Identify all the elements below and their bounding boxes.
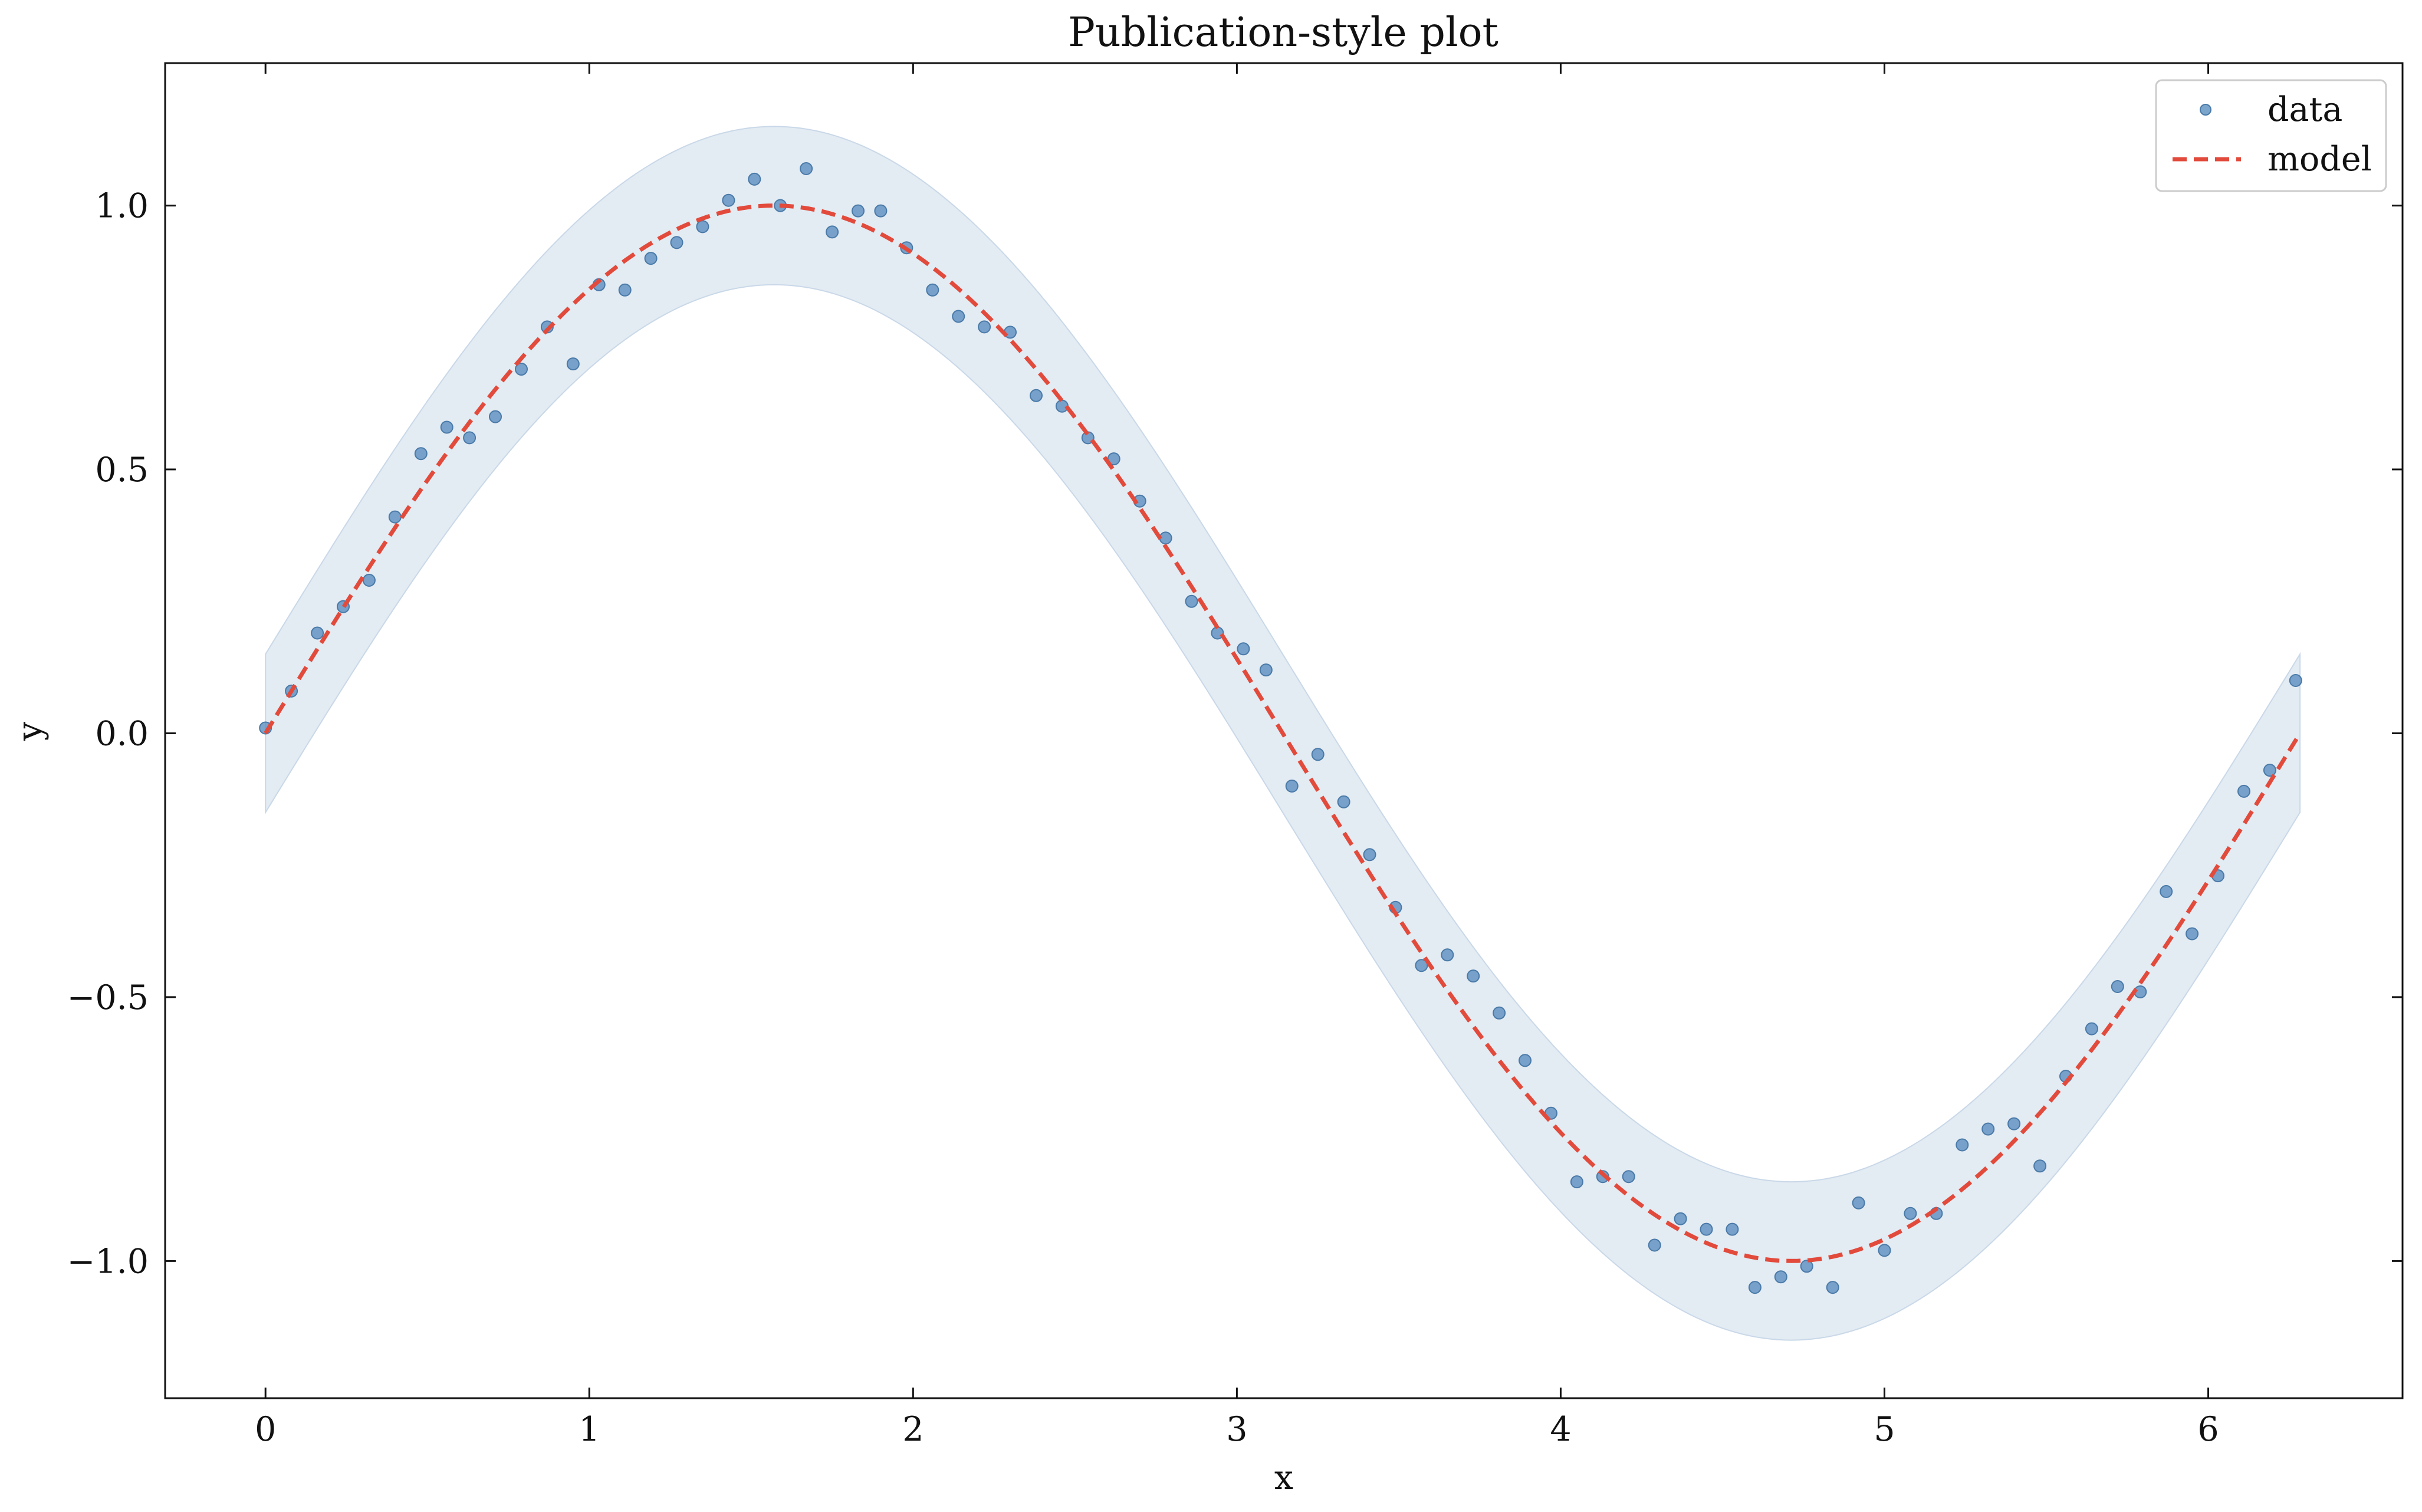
data-point [2111,980,2124,993]
data-point [1493,1006,1506,1020]
data-point [644,252,658,265]
data-point [1878,1244,1891,1257]
y-tick-label: −0.5 [67,978,149,1017]
y-tick-label: 0.0 [95,714,149,753]
x-tick-label: 6 [2197,1410,2219,1449]
data-point [1467,969,1480,983]
data-point [1415,959,1428,972]
data-point [1852,1196,1865,1209]
chart-title: Publication-style plot [1068,9,1498,56]
data-point [1337,795,1350,808]
y-axis-ticks: −1.0 −0.5 0.0 0.5 1.0 [67,187,2403,1281]
data-point [414,447,428,461]
data-point [1981,1122,1995,1136]
data-point [2033,1159,2047,1173]
x-axis-ticks: 0 1 2 3 4 5 6 [255,63,2219,1449]
data-point [696,220,709,234]
data-point [1774,1270,1787,1284]
x-tick-label: 0 [255,1410,276,1449]
data-point [1904,1207,1917,1220]
data-point [1285,780,1299,793]
data-point [618,283,632,297]
data-point [1519,1054,1532,1067]
data-point [489,410,502,423]
x-axis-label: x [1274,1458,1293,1497]
data-point [1363,848,1376,862]
data-point [1800,1260,1813,1273]
data-point [2160,885,2173,898]
x-tick-label: 3 [1226,1410,1247,1449]
data-point [852,204,865,218]
model-line [264,203,2302,1263]
data-point [2085,1022,2098,1036]
data-point [952,310,965,323]
data-point [1237,642,1250,656]
data-point [926,283,939,297]
x-tick-label: 2 [902,1410,924,1449]
data-point [311,626,324,640]
data-point [388,510,402,524]
data-point [362,574,376,587]
data-point [2007,1117,2021,1130]
data-point [1748,1281,1762,1294]
legend-label-data: data [2267,90,2342,129]
data-point [1674,1212,1687,1225]
data-point [1648,1238,1661,1252]
data-point [1185,594,1198,608]
data-point [1570,1175,1583,1189]
data-point [440,420,453,434]
y-tick-label: 1.0 [95,187,149,226]
data-point [1441,948,1454,962]
legend-label-model: model [2267,140,2372,179]
data-point [748,172,761,186]
data-point [826,225,839,239]
data-point [2263,764,2276,777]
data-point [670,236,683,249]
x-tick-label: 4 [1550,1410,1571,1449]
data-point [978,320,991,334]
y-axis-label: y [11,721,50,741]
data-point [1259,663,1273,677]
data-point [1826,1281,1839,1294]
data-point [1311,748,1325,761]
data-point [1030,389,1043,402]
data-point [874,204,888,218]
data-point [463,431,476,445]
legend-data-marker [2200,104,2211,116]
x-tick-label: 5 [1874,1410,1895,1449]
data-point [2289,674,2302,687]
y-tick-label: −1.0 [67,1242,149,1281]
y-tick-label: 0.5 [95,451,149,489]
data-points [259,162,2302,1294]
data-point [1700,1222,1713,1236]
data-point [1622,1170,1635,1184]
data-point [722,193,735,207]
data-point [515,363,528,376]
data-point [1956,1138,1969,1152]
data-point [800,162,813,175]
data-point [2237,784,2250,798]
legend-box [2155,79,2387,192]
data-point [566,357,580,371]
data-point [1055,399,1069,413]
legend: data model [2155,79,2387,192]
data-point [2186,927,2199,941]
plot-frame [164,62,2404,1399]
x-tick-label: 1 [579,1410,600,1449]
data-point [1726,1222,1739,1236]
